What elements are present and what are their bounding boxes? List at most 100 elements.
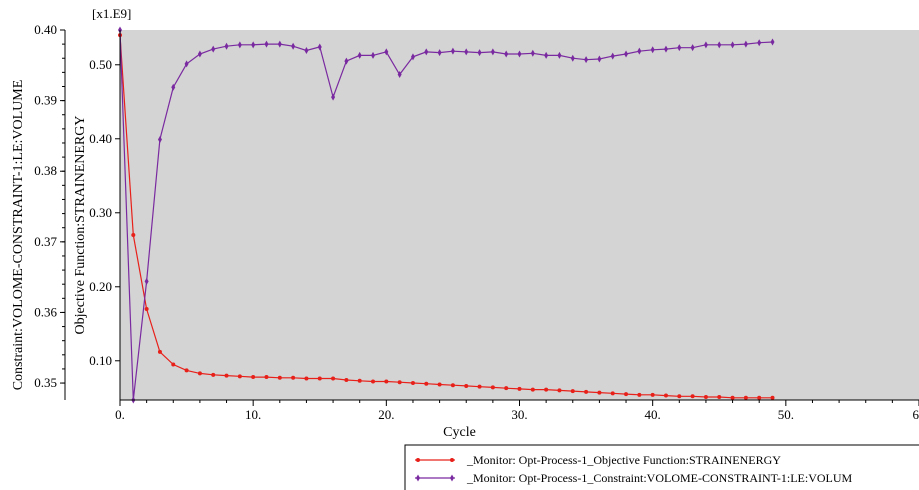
data-point [264,40,269,48]
legend-marker [416,474,420,482]
x-axis-title: Cycle [443,425,476,440]
data-point [317,376,322,381]
data-point [437,49,442,57]
data-point [184,60,189,68]
data-point [663,393,668,398]
data-point [171,362,176,367]
plot-area [120,30,919,400]
data-point [450,47,455,55]
data-point [357,378,362,383]
data-point [371,51,376,59]
y-left-tick-label: 0.37 [34,234,57,249]
data-point [317,43,322,51]
data-point [490,48,495,56]
data-point [544,387,549,392]
y-left-tick-label: 0.39 [34,93,57,108]
x-tick-label: 40. [645,407,661,422]
data-point [597,390,602,395]
data-point [650,392,655,397]
data-point [384,48,389,56]
data-point [743,40,748,48]
data-point [144,306,149,311]
data-point [344,57,349,65]
data-point [331,376,336,381]
data-point [371,379,376,384]
data-point [584,389,589,394]
data-point [450,383,455,388]
data-point [677,394,682,399]
data-point [530,387,535,392]
y-right-tick-label: 0.50 [89,57,112,72]
data-point [717,41,722,49]
data-point [331,93,336,101]
axes-layer [60,29,919,406]
data-point [730,41,735,49]
data-point [410,53,415,61]
data-point [770,38,775,46]
y-right-tick-label: 0.10 [89,353,112,368]
data-point [304,376,309,381]
data-point [184,368,189,373]
data-point [517,50,522,58]
data-point [437,382,442,387]
data-point [703,41,708,49]
data-point [264,375,269,380]
data-point [357,51,362,59]
y-left-axis-title: Constraint:VOLOME-CONSTRAINT-1:LE:VOLUME [11,80,26,391]
x-tick-label: 30. [511,407,527,422]
series-line-0 [119,35,773,399]
data-point [610,391,615,396]
data-point [717,395,722,400]
x-tick-label: 50. [778,407,794,422]
data-point [530,49,535,57]
multiplier-label: [x1.E9] [92,6,131,21]
data-point [703,395,708,400]
x-tick-label: 10. [245,407,261,422]
legend: _Monitor: Opt-Process-1_Objective Functi… [404,444,919,490]
data-point [211,372,216,377]
data-point [197,50,202,58]
data-point [277,375,282,380]
data-point [397,70,402,78]
data-point [131,232,136,237]
data-point [757,395,762,400]
x-tick-label: 20. [378,407,394,422]
labels-layer: 0. 10. 20. 30. 40. 50. 60 0.40 0.39 0.38 0.37 0.36 0… [11,6,919,440]
data-point [464,383,469,388]
legend-marker [416,458,420,462]
data-point [251,375,256,380]
data-point [211,45,216,53]
data-point [291,375,296,380]
y-right-tick-label: 0.30 [89,205,112,220]
data-point [490,385,495,390]
legend-label: _Monitor: Opt-Process-1_Objective Functi… [466,453,781,467]
data-point [504,50,509,58]
data-point [424,381,429,386]
data-point [424,48,429,56]
data-point [570,389,575,394]
y-left-tick-label: 0.36 [34,304,57,319]
data-point [517,386,522,391]
data-point [171,83,176,91]
y-left-tick-label: 0.38 [34,163,57,178]
data-point [504,386,509,391]
data-point [743,395,748,400]
y-left-tick-label: 0.35 [34,375,57,390]
data-point [557,51,562,59]
legend-marker [450,458,454,462]
legend-box [404,444,919,490]
data-point [757,39,762,47]
data-point [677,44,682,52]
data-point [477,384,482,389]
data-point [557,388,562,393]
data-point [304,46,309,54]
y-right-tick-label: 0.40 [89,131,112,146]
data-point [291,42,296,50]
data-point [690,44,695,52]
data-point [157,135,162,143]
data-point [610,52,615,60]
data-point [224,42,229,50]
data-point [410,380,415,385]
data-point [344,378,349,383]
